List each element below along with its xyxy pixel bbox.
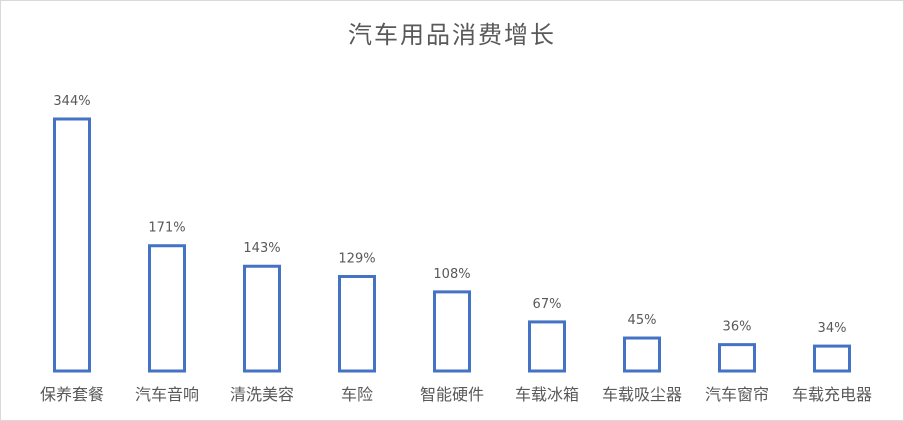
bar-1: [148, 244, 186, 373]
category-label-2: 清洗美容: [230, 385, 294, 404]
data-label-8: 34%: [818, 321, 847, 336]
data-label-5: 67%: [533, 297, 562, 312]
bar-7: [718, 343, 756, 373]
category-label-0: 保养套餐: [40, 385, 104, 404]
category-label-5: 车载冰箱: [515, 385, 579, 404]
bar-5: [528, 320, 566, 373]
bar-4: [433, 290, 471, 373]
bar-6: [623, 336, 661, 373]
data-label-1: 171%: [148, 221, 185, 236]
bar-0: [53, 117, 91, 373]
chart-title: 汽车用品消费增长: [348, 21, 556, 49]
data-label-7: 36%: [723, 320, 752, 335]
category-label-6: 车载吸尘器: [602, 385, 682, 404]
category-label-8: 车载充电器: [792, 385, 872, 404]
data-label-3: 129%: [338, 252, 375, 267]
bar-8: [813, 344, 851, 373]
category-label-4: 智能硬件: [420, 385, 484, 404]
data-label-0: 344%: [53, 94, 90, 109]
bar-3: [338, 275, 376, 373]
data-label-6: 45%: [628, 313, 657, 328]
bar-2: [243, 264, 281, 373]
category-label-1: 汽车音响: [135, 385, 199, 404]
data-label-2: 143%: [243, 241, 280, 256]
data-label-4: 108%: [433, 267, 470, 282]
category-label-3: 车险: [341, 385, 373, 404]
category-label-7: 汽车窗帘: [705, 385, 769, 404]
